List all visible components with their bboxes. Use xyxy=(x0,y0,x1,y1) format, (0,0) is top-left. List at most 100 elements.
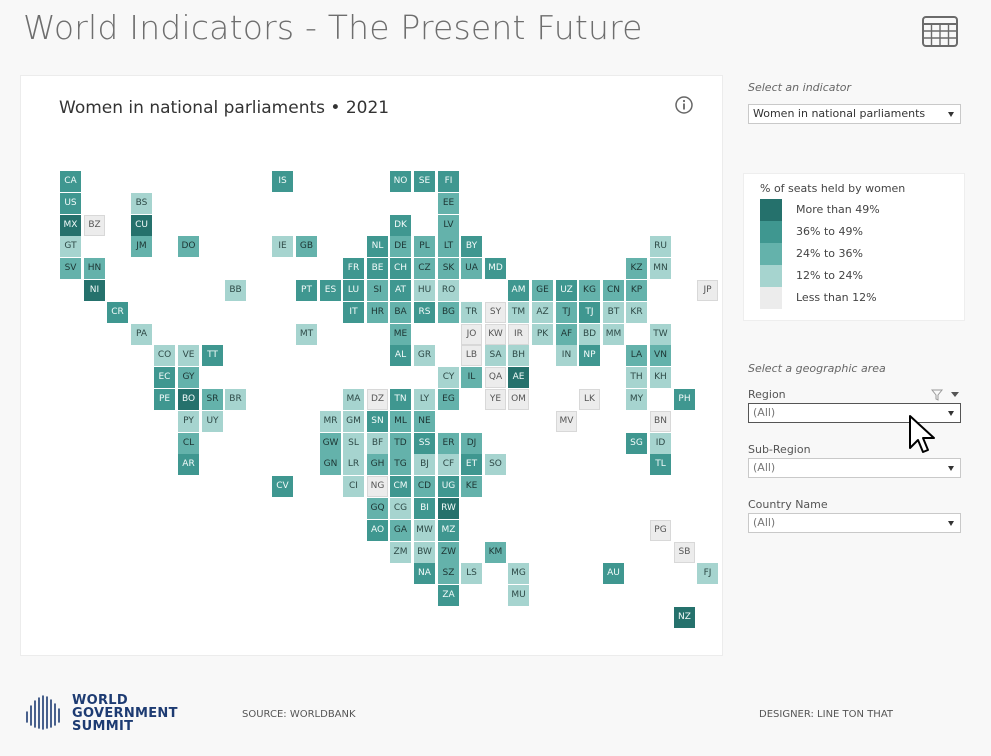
country-tile[interactable]: PH xyxy=(674,389,695,410)
country-tile[interactable]: AL xyxy=(390,345,411,366)
country-tile[interactable]: SE xyxy=(414,171,435,192)
country-tile[interactable]: SL xyxy=(343,433,364,454)
subregion-dropdown[interactable]: (All) xyxy=(748,458,961,478)
country-tile[interactable]: SR xyxy=(202,389,223,410)
country-tile[interactable]: EG xyxy=(438,389,459,410)
country-tile[interactable]: NI xyxy=(84,280,105,301)
country-tile[interactable]: BB xyxy=(225,280,246,301)
country-tile[interactable]: GB xyxy=(296,236,317,257)
country-tile[interactable]: BG xyxy=(438,302,459,323)
country-tile[interactable]: VE xyxy=(178,345,199,366)
country-tile[interactable]: GN xyxy=(320,454,341,475)
country-tile[interactable]: JM xyxy=(131,236,152,257)
country-tile[interactable]: ES xyxy=(320,280,341,301)
country-tile[interactable]: TJ xyxy=(579,302,600,323)
country-tile[interactable]: NZ xyxy=(674,607,695,628)
country-tile[interactable]: JP xyxy=(697,280,718,301)
country-tile[interactable]: CL xyxy=(178,433,199,454)
country-tile[interactable]: MY xyxy=(626,389,647,410)
country-tile[interactable]: UZ xyxy=(556,280,577,301)
country-tile[interactable]: TM xyxy=(508,302,529,323)
country-tile[interactable]: AU xyxy=(603,563,624,584)
country-tile[interactable]: ZW xyxy=(438,542,459,563)
country-tile[interactable]: BI xyxy=(414,498,435,519)
country-tile[interactable]: MM xyxy=(603,324,624,345)
country-tile[interactable]: UG xyxy=(438,476,459,497)
country-tile[interactable]: DO xyxy=(178,236,199,257)
country-tile[interactable]: FR xyxy=(343,258,364,279)
country-tile[interactable]: KW xyxy=(485,324,506,345)
country-tile[interactable]: TW xyxy=(650,324,671,345)
country-tile[interactable]: CA xyxy=(60,171,81,192)
country-tile[interactable]: NO xyxy=(390,171,411,192)
country-tile[interactable]: AZ xyxy=(532,302,553,323)
country-tile[interactable]: AE xyxy=(508,367,529,388)
country-tile[interactable]: TJ xyxy=(556,302,577,323)
country-tile[interactable]: ID xyxy=(650,433,671,454)
country-tile[interactable]: CM xyxy=(390,476,411,497)
country-tile[interactable]: BW xyxy=(414,542,435,563)
country-tile[interactable]: EE xyxy=(438,193,459,214)
country-tile[interactable]: AT xyxy=(390,280,411,301)
country-tile[interactable]: BE xyxy=(367,258,388,279)
country-tile[interactable]: CN xyxy=(603,280,624,301)
country-tile[interactable]: BT xyxy=(603,302,624,323)
country-tile[interactable]: IS xyxy=(272,171,293,192)
country-tile[interactable]: LA xyxy=(626,345,647,366)
country-tile[interactable]: JO xyxy=(461,324,482,345)
country-tile[interactable]: CR xyxy=(107,302,128,323)
country-tile[interactable]: MW xyxy=(414,520,435,541)
country-tile[interactable]: RS xyxy=(414,302,435,323)
filter-icon[interactable] xyxy=(931,389,961,401)
country-tile[interactable]: SO xyxy=(485,454,506,475)
country-tile[interactable]: PE xyxy=(154,389,175,410)
country-tile[interactable]: LK xyxy=(579,389,600,410)
country-tile[interactable]: SG xyxy=(626,433,647,454)
country-tile[interactable]: EC xyxy=(154,367,175,388)
country-tile[interactable]: PY xyxy=(178,411,199,432)
country-tile[interactable]: MV xyxy=(556,411,577,432)
country-tile[interactable]: MZ xyxy=(438,520,459,541)
country-tile[interactable]: LS xyxy=(461,563,482,584)
country-tile[interactable]: NE xyxy=(414,411,435,432)
country-tile[interactable]: BO xyxy=(178,389,199,410)
country-tile[interactable]: ET xyxy=(461,454,482,475)
country-tile[interactable]: PL xyxy=(414,236,435,257)
country-tile[interactable]: TD xyxy=(390,433,411,454)
country-tile[interactable]: GQ xyxy=(367,498,388,519)
country-tile[interactable]: KR xyxy=(626,302,647,323)
country-tile[interactable]: DE xyxy=(390,236,411,257)
country-tile[interactable]: AR xyxy=(178,454,199,475)
country-tile[interactable]: SB xyxy=(674,542,695,563)
country-tile[interactable]: LY xyxy=(414,389,435,410)
country-tile[interactable]: GE xyxy=(532,280,553,301)
country-tile[interactable]: US xyxy=(60,193,81,214)
country-tile[interactable]: BH xyxy=(508,345,529,366)
country-tile[interactable]: CD xyxy=(414,476,435,497)
country-tile[interactable]: IN xyxy=(556,345,577,366)
country-tile[interactable]: GT xyxy=(60,236,81,257)
country-tile[interactable]: MG xyxy=(508,563,529,584)
country-tile[interactable]: PG xyxy=(650,520,671,541)
country-tile[interactable]: UA xyxy=(461,258,482,279)
country-tile[interactable]: NP xyxy=(579,345,600,366)
country-tile[interactable]: BF xyxy=(367,433,388,454)
country-tile[interactable]: LU xyxy=(343,280,364,301)
country-tile[interactable]: LR xyxy=(343,454,364,475)
country-tile[interactable]: NA xyxy=(414,563,435,584)
country-tile[interactable]: IR xyxy=(508,324,529,345)
country-dropdown[interactable]: (All) xyxy=(748,513,961,533)
country-tile[interactable]: CO xyxy=(154,345,175,366)
country-tile[interactable]: MD xyxy=(485,258,506,279)
country-tile[interactable]: KP xyxy=(626,280,647,301)
country-tile[interactable]: LB xyxy=(461,345,482,366)
country-tile[interactable]: MT xyxy=(296,324,317,345)
country-tile[interactable]: FJ xyxy=(697,563,718,584)
country-tile[interactable]: KM xyxy=(485,542,506,563)
country-tile[interactable]: ML xyxy=(390,411,411,432)
country-tile[interactable]: BY xyxy=(461,236,482,257)
country-tile[interactable]: SA xyxy=(485,345,506,366)
country-tile[interactable]: SZ xyxy=(438,563,459,584)
country-tile[interactable]: IT xyxy=(343,302,364,323)
country-tile[interactable]: SN xyxy=(367,411,388,432)
